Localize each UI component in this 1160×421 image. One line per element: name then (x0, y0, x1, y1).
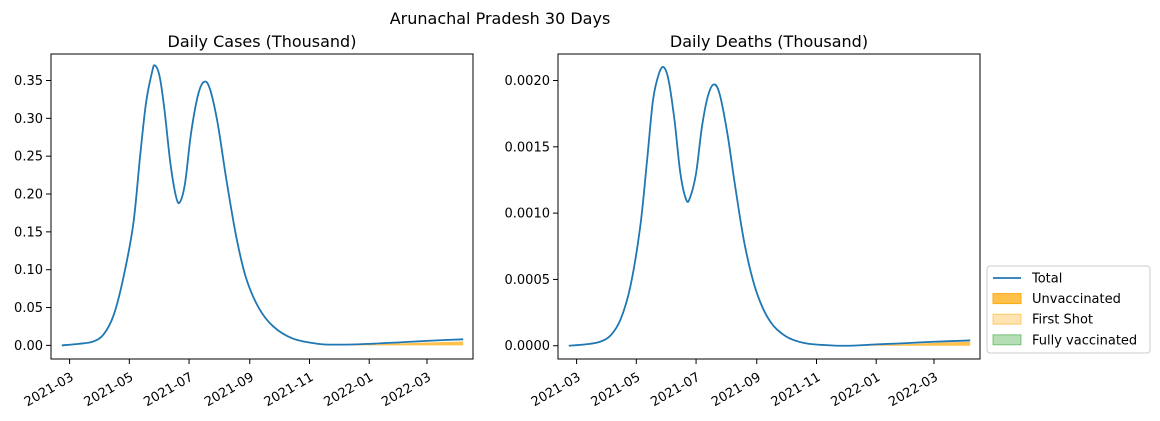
cases-y-tick-label: 0.10 (14, 263, 43, 278)
cases-y-tick-label: 0.25 (14, 150, 43, 165)
deaths-x-tick-label: 2021-05 (589, 370, 644, 410)
cases-y-tick-label: 0.30 (14, 112, 43, 127)
legend-label-first-shot: First Shot (1032, 313, 1093, 328)
cases-total-line (61, 64, 464, 347)
cases-unvaccinated-fill (318, 341, 464, 346)
deaths-chart-title: Daily Deaths (Thousand) (670, 32, 868, 51)
cases-unvaccinated-area (318, 341, 464, 346)
cases-x-tick-label: 2021-11 (262, 370, 317, 410)
deaths-axes-frame (557, 53, 981, 360)
deaths-y-tick-label: 0.0015 (505, 140, 551, 155)
deaths-y-tick-label: 0.0000 (505, 339, 551, 354)
legend-label-unvaccinated: Unvaccinated (1032, 292, 1121, 307)
cases-y-tick-label: 0.00 (14, 339, 43, 354)
deaths-x-tick-label: 2021-11 (769, 370, 824, 410)
legend: Total Unvaccinated First Shot Fully vaccina… (986, 265, 1151, 354)
cases-x-tick-label: 2021-05 (82, 370, 137, 410)
cases-x-tick-label: 2021-09 (202, 370, 257, 410)
cases-chart-title: Daily Cases (Thousand) (168, 32, 357, 51)
cases-lines (61, 64, 464, 347)
cases-panel: Daily Cases (Thousand) 0.00 0.05 0.10 0.15 0… (14, 32, 474, 410)
deaths-y-tick-label: 0.0020 (505, 74, 551, 89)
cases-axes-frame (50, 53, 474, 360)
deaths-x-tick-label: 2021-07 (648, 370, 703, 410)
deaths-unvaccinated-area (830, 341, 971, 346)
legend-frame (986, 265, 1151, 354)
cases-x-tick-label: 2022-03 (379, 370, 434, 410)
cases-y-tick-label: 0.20 (14, 188, 43, 203)
deaths-x-tick-label: 2022-03 (886, 370, 941, 410)
cases-x-tick-label: 2022-01 (322, 370, 377, 410)
deaths-y-tick-label: 0.0010 (505, 207, 551, 222)
cases-x-tick-label: 2021-03 (22, 370, 77, 410)
cases-y-tick-label: 0.35 (14, 74, 43, 89)
deaths-unvaccinated-fill (830, 341, 971, 346)
cases-y-tick-label: 0.15 (14, 225, 43, 240)
legend-swatch-unvaccinated (992, 293, 1022, 305)
deaths-x-tick-label: 2021-03 (529, 370, 584, 410)
legend-swatch-fully-vaccinated (992, 334, 1022, 346)
cases-x-tick-label: 2021-07 (141, 370, 196, 410)
legend-swatch-first-shot (992, 313, 1022, 325)
deaths-y-tick-label: 0.0005 (505, 273, 551, 288)
legend-label-total: Total (1031, 272, 1062, 287)
deaths-x-tick-label: 2022-01 (829, 370, 884, 410)
deaths-lines (568, 66, 971, 347)
deaths-x-tick-label: 2021-09 (709, 370, 764, 410)
deaths-total-line (568, 66, 971, 347)
figure-suptitle: Arunachal Pradesh 30 Days (390, 9, 611, 28)
cases-y-tick-label: 0.05 (14, 301, 43, 316)
deaths-panel: Daily Deaths (Thousand) 0.0000 0.0005 0.00… (505, 32, 981, 410)
legend-label-fully-vaccinated: Fully vaccinated (1032, 333, 1137, 348)
